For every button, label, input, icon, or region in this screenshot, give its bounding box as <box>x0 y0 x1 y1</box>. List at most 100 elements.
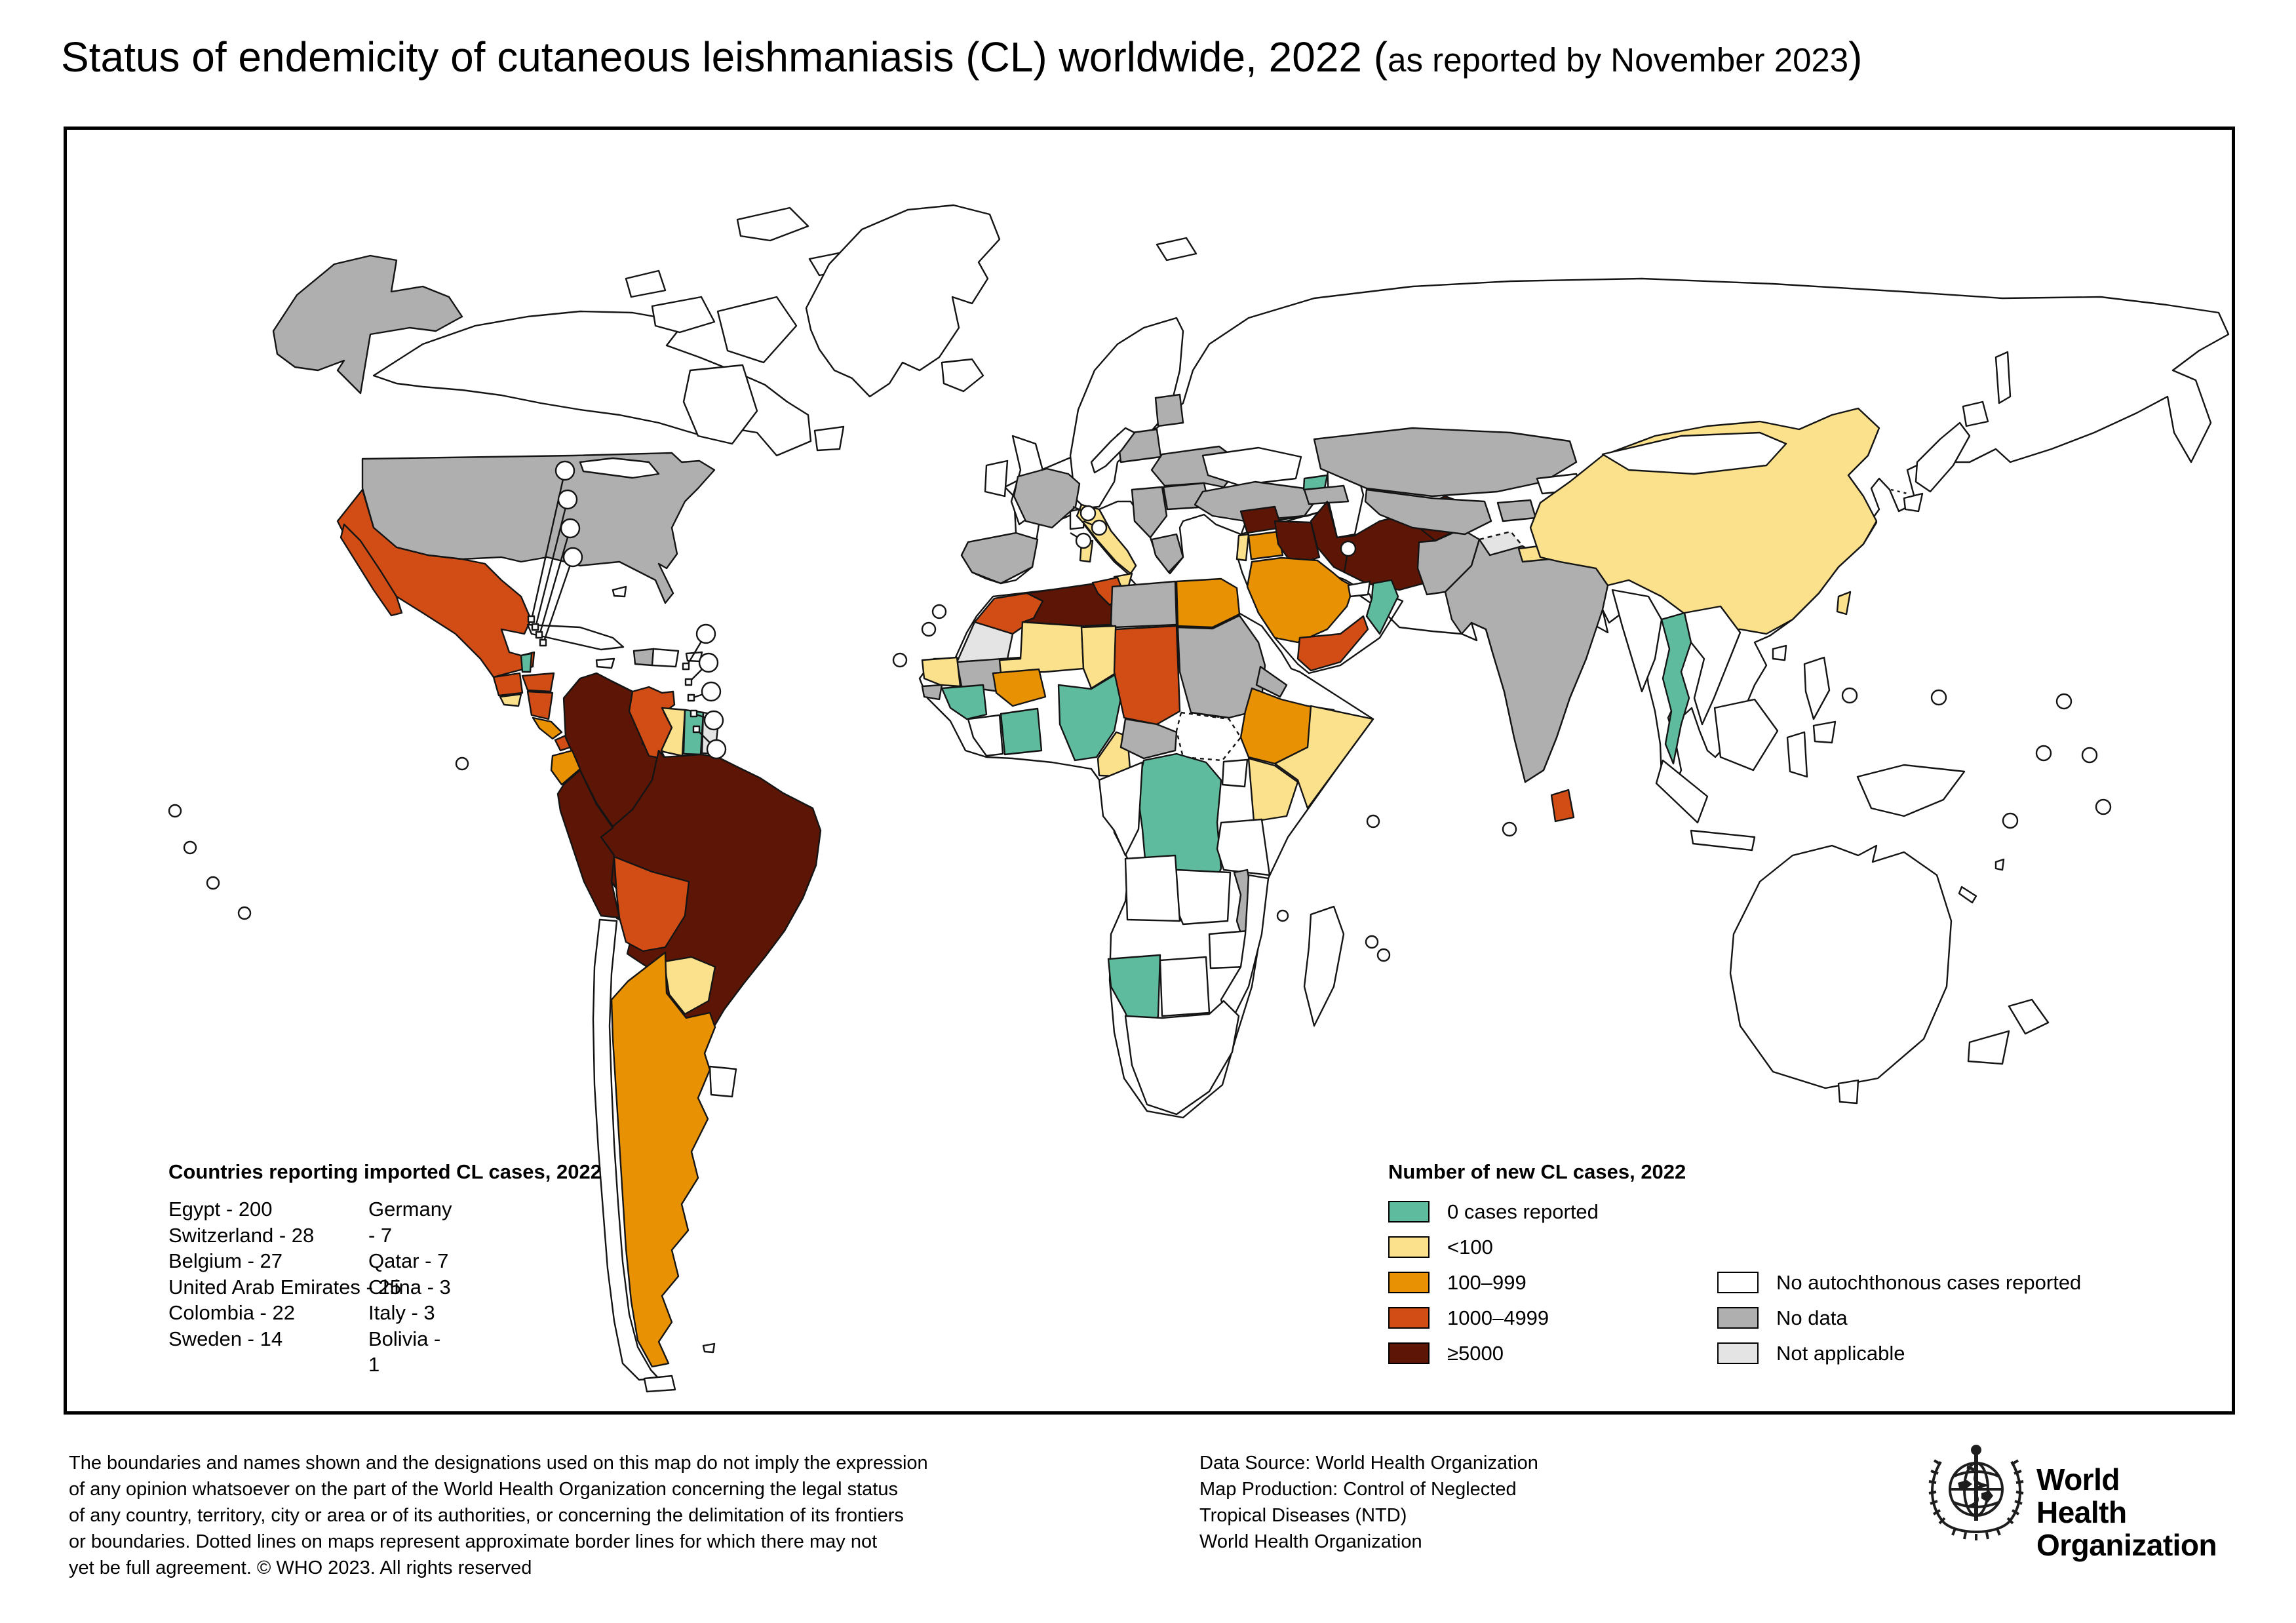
legend-row: 0 cases reported <box>1388 1201 1781 1222</box>
arctic-island <box>736 206 809 242</box>
legend-swatch-1000-4999 <box>1388 1307 1430 1329</box>
legend-label: No data <box>1776 1306 1848 1329</box>
country-paraguay <box>663 956 716 1015</box>
country-sri-lanka <box>1550 789 1575 823</box>
country-united-states-alaska <box>272 254 463 395</box>
cases-legend: Number of new CL cases, 2022 0 cases rep… <box>1388 1160 2081 1364</box>
country-turkey <box>1194 480 1319 522</box>
title-suffix: as reported by November 2023 <box>1388 41 1849 79</box>
island-java <box>1690 829 1756 851</box>
country-senegal <box>921 656 962 688</box>
country-jamaica <box>595 657 615 669</box>
country-israel <box>1236 533 1250 562</box>
legend-swatch-100-999 <box>1388 1272 1430 1293</box>
legend-label: ≥5000 <box>1447 1342 1504 1365</box>
disclaimer-line: The boundaries and names shown and the d… <box>69 1453 928 1474</box>
country-myanmar <box>1611 589 1663 693</box>
country-guatemala <box>492 672 524 697</box>
country-tajikistan <box>1496 499 1537 522</box>
imported-item: Germany - 7 <box>368 1198 452 1247</box>
disclaimer-line: of any opinion whatsoever on the part of… <box>69 1479 898 1500</box>
island-japan-hokkaido <box>1962 401 1989 427</box>
island-japan-kyushu <box>1903 492 1924 513</box>
great-lakes <box>579 457 660 479</box>
page-title: Status of endemicity of cutaneous leishm… <box>61 33 1862 81</box>
data-source-line: Tropical Diseases (NTD) <box>1199 1505 1407 1526</box>
country-france <box>1013 467 1081 529</box>
island-sakhalin <box>1994 351 2012 404</box>
legend-row: No autochthonous cases reported <box>1717 1272 2111 1293</box>
arctic-island <box>716 296 798 364</box>
island-tasmania <box>1837 1079 1859 1105</box>
country-australia <box>1729 844 1953 1089</box>
legend-label: 1000–4999 <box>1447 1306 1549 1329</box>
country-ecuador <box>550 749 581 786</box>
dotted-border-korea <box>1890 488 1908 495</box>
country-costa-rica <box>532 716 563 740</box>
imported-cases-legend: Countries reporting imported CL cases, 2… <box>168 1160 602 1376</box>
region-balkans <box>1131 486 1168 539</box>
island-philippines <box>1803 656 1831 720</box>
country-greenland <box>805 204 1001 398</box>
hudson-bay <box>682 364 758 445</box>
imported-item: Colombia - 22 <box>168 1301 295 1324</box>
country-thailand <box>1660 612 1692 765</box>
country-egypt <box>1175 577 1241 629</box>
imported-legend-header: Countries reporting imported CL cases, 2… <box>168 1160 602 1183</box>
legend-row: <100 <box>1388 1236 1781 1258</box>
country-saudi-arabia <box>1246 557 1355 644</box>
island-svalbard <box>1156 237 1197 262</box>
country-belize <box>520 652 533 673</box>
country-haiti <box>632 648 655 667</box>
title-close-paren: ) <box>1848 33 1863 81</box>
country-new-zealand-south <box>1967 1030 2010 1065</box>
callout-group-gulf <box>1340 540 1357 573</box>
imported-item: Egypt - 200 <box>168 1198 273 1221</box>
boundaries-disclaimer: The boundaries and names shown and the d… <box>69 1450 928 1581</box>
legend-swatch-no-data <box>1717 1307 1759 1329</box>
legend-row: No data <box>1717 1307 2111 1329</box>
island-fiji-group <box>1994 858 2005 871</box>
country-niger <box>1080 625 1119 690</box>
legend-label: No autochthonous cases reported <box>1776 1271 2082 1294</box>
who-wordmark-line: World Health <box>2036 1462 2127 1529</box>
island-tierra-del-fuego <box>643 1375 676 1393</box>
imported-item: Italy - 3 <box>368 1301 435 1324</box>
black-sea <box>1201 446 1302 486</box>
cases-legend-header: Number of new CL cases, 2022 <box>1388 1160 1686 1183</box>
who-wordmark: World Health Organization <box>2036 1463 2217 1561</box>
country-south-africa <box>1124 1000 1240 1116</box>
country-kenya <box>1247 757 1299 823</box>
island-japan-honshu <box>1915 421 1971 493</box>
legend-row: ≥5000 <box>1388 1342 1781 1364</box>
imported-item: China - 3 <box>368 1275 451 1299</box>
island-falklands <box>702 1342 716 1354</box>
legend-label: 100–999 <box>1447 1271 1527 1294</box>
region-baltic-states <box>1154 393 1184 427</box>
country-yemen <box>1296 615 1369 672</box>
country-madagascar <box>1303 905 1345 1027</box>
imported-list-column-1: Egypt - 200 Switzerland - 28 Belgium - 2… <box>168 1196 401 1352</box>
imported-item: Sweden - 14 <box>168 1327 283 1350</box>
disclaimer-line: of any country, territory, city or area … <box>69 1505 904 1526</box>
country-ireland <box>984 460 1009 498</box>
country-oman <box>1365 579 1399 635</box>
country-cote-divoire <box>967 714 1004 757</box>
island-bahamas <box>612 585 627 598</box>
imported-item: Qatar - 7 <box>368 1249 449 1272</box>
country-uganda <box>1221 758 1249 788</box>
island-borneo <box>1713 698 1779 772</box>
country-iceland <box>941 358 984 393</box>
legend-row: Not applicable <box>1717 1342 2111 1364</box>
country-burkina-faso <box>992 668 1047 707</box>
island-new-guinea <box>1856 764 1966 817</box>
map-frame: Countries reporting imported CL cases, 2… <box>64 127 2235 1415</box>
country-india <box>1444 538 1609 783</box>
country-nicaragua <box>526 690 554 720</box>
island-hainan <box>1772 644 1787 661</box>
who-emblem-wreath <box>1928 1459 2024 1540</box>
country-peru <box>556 769 621 919</box>
country-chile <box>592 918 660 1381</box>
country-new-zealand-north <box>2008 998 2050 1035</box>
title-main: Status of endemicity of cutaneous leishm… <box>61 33 1388 81</box>
